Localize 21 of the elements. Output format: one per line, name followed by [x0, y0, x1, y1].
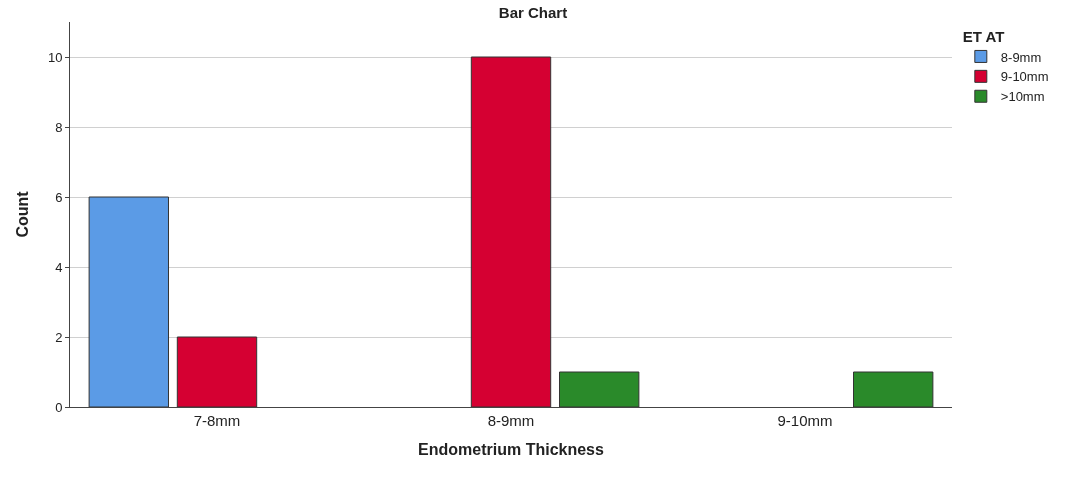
bar — [176, 336, 258, 407]
legend-label: >10mm — [1000, 89, 1045, 105]
y-tick-label: 2 — [55, 329, 63, 345]
x-tick-label: 8-9mm — [487, 412, 535, 429]
chart-title: Bar Chart — [498, 3, 568, 21]
y-tick-label: 8 — [55, 119, 63, 135]
y-tick-label: 0 — [55, 399, 63, 415]
bar — [853, 371, 934, 407]
y-tick-label: 4 — [55, 259, 63, 275]
legend-title: ET AT — [962, 27, 1005, 45]
y-tick-label: 6 — [55, 189, 63, 205]
x-tick-label: 9-10mm — [777, 412, 833, 429]
x-axis-title: Endometrium Thickness — [418, 440, 605, 458]
x-tick-label: 7-8mm — [193, 412, 241, 429]
y-axis-title: Count — [13, 190, 31, 238]
bar — [470, 56, 552, 407]
y-tick-label: 10 — [47, 49, 63, 65]
bar — [559, 371, 640, 407]
legend-label: 8-9mm — [1000, 49, 1042, 65]
bar — [88, 196, 169, 407]
legend-label: 9-10mm — [1000, 69, 1049, 85]
